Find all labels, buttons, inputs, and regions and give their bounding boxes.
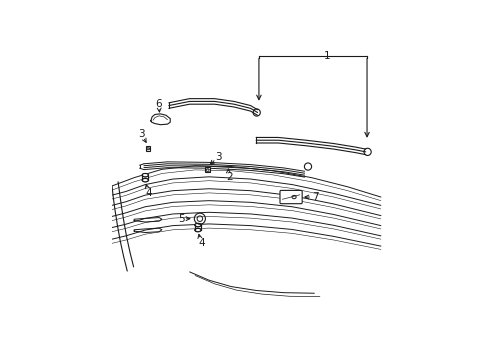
Ellipse shape [291, 195, 296, 199]
Text: 4: 4 [198, 238, 205, 248]
Ellipse shape [142, 179, 148, 182]
Text: 3: 3 [215, 152, 222, 162]
Bar [205, 167, 209, 172]
Ellipse shape [195, 223, 201, 227]
Text: 5: 5 [177, 214, 184, 224]
Text: 6: 6 [155, 99, 162, 109]
Ellipse shape [142, 174, 148, 177]
Polygon shape [150, 114, 170, 125]
FancyBboxPatch shape [280, 190, 302, 204]
Text: 1: 1 [323, 51, 329, 61]
Text: 3: 3 [139, 129, 145, 139]
Text: 4: 4 [145, 188, 152, 198]
Bar [145, 146, 150, 151]
Ellipse shape [195, 228, 201, 232]
Text: 2: 2 [226, 172, 233, 182]
Text: 7: 7 [311, 192, 318, 202]
